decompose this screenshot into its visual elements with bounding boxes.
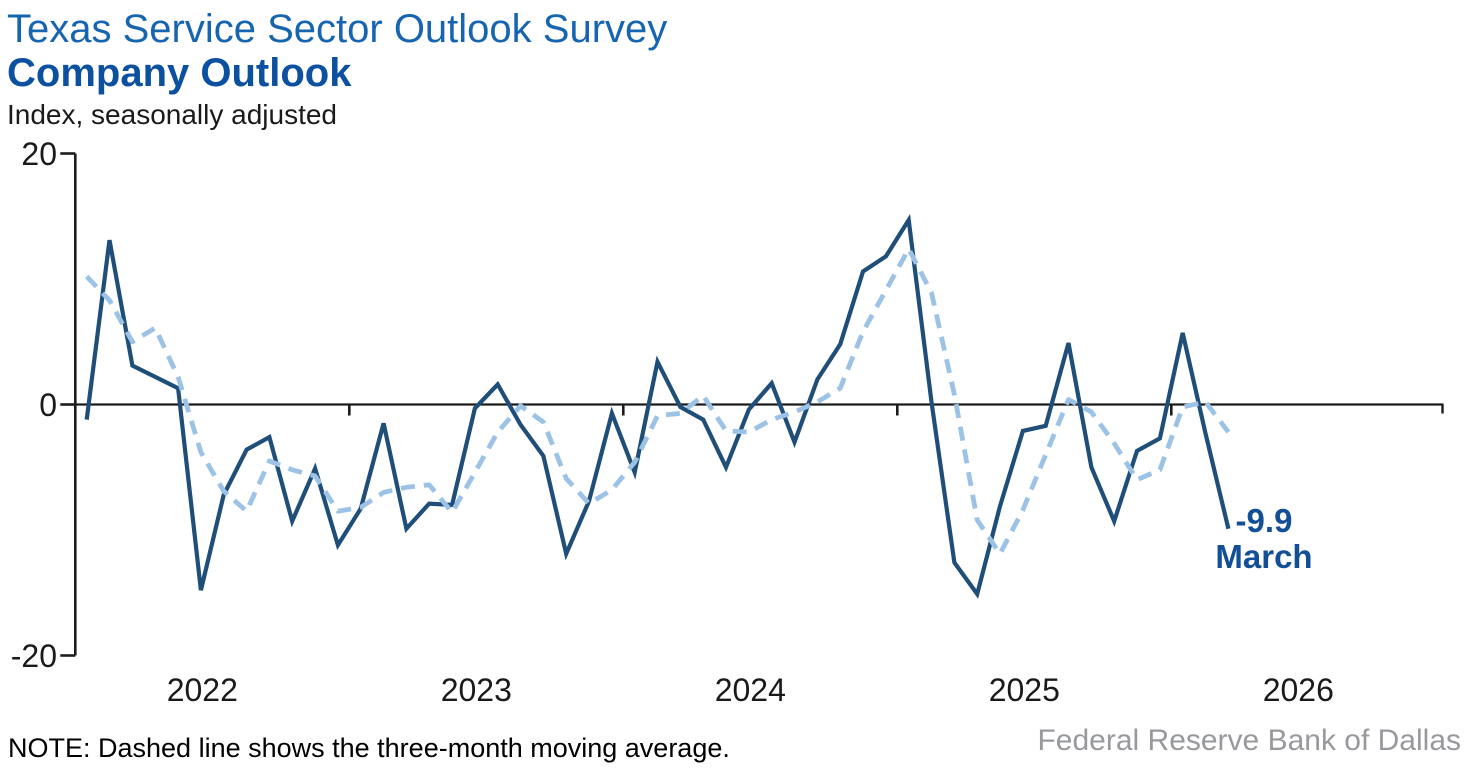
x-year-label: 2023 xyxy=(441,672,512,708)
x-year-label: 2026 xyxy=(1263,672,1334,708)
y-tick-label: 0 xyxy=(39,387,57,423)
x-year-label: 2022 xyxy=(167,672,238,708)
latest-value-label: -9.9 xyxy=(1235,502,1293,539)
y-axis-units-label: Index, seasonally adjusted xyxy=(7,99,337,130)
moving-average-line xyxy=(84,246,1231,557)
x-year-label: 2024 xyxy=(715,672,786,708)
x-year-label: 2025 xyxy=(989,672,1060,708)
survey-title: Texas Service Sector Outlook Survey xyxy=(7,7,668,51)
latest-month-label: March xyxy=(1215,538,1313,575)
source-attribution: Federal Reserve Bank of Dallas xyxy=(1037,724,1461,757)
axes xyxy=(60,152,1444,657)
company-outlook-line xyxy=(84,213,1231,599)
axis-labels: 20 0 -20 2022 2023 2024 2025 2026 xyxy=(11,136,1334,708)
footnote: NOTE: Dashed line shows the three-month … xyxy=(8,733,730,763)
y-tick-label: -20 xyxy=(11,638,57,674)
latest-value-annotation: -9.9 March xyxy=(1215,503,1312,575)
page-title: Company Outlook xyxy=(7,51,352,95)
y-tick-label: 20 xyxy=(21,136,57,172)
